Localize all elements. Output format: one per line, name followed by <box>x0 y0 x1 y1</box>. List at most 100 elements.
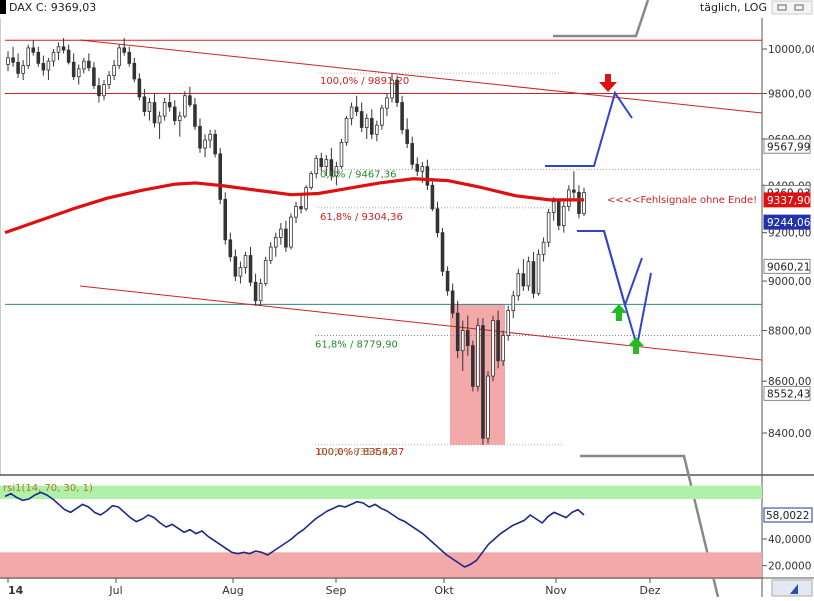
date-tick-label: Dez <box>639 584 660 597</box>
candle-body-down <box>193 104 197 127</box>
candle <box>137 73 142 101</box>
rsi-line <box>4 491 585 568</box>
candle <box>385 93 389 117</box>
candle-body-down <box>137 78 142 98</box>
candle-body-up <box>147 102 152 112</box>
candle-body-up <box>21 65 25 74</box>
candle-body-down <box>556 201 561 226</box>
candle-body-up <box>309 173 313 189</box>
candle-body-down <box>455 312 460 352</box>
candle-body-up <box>526 261 531 287</box>
price-tick-label: 9800,00 <box>768 88 811 100</box>
axes: 10000,009800,009600,009400,009200,009000… <box>7 44 814 597</box>
scroll-button[interactable] <box>771 579 813 597</box>
candle <box>425 159 430 190</box>
buy-arrow-icon-2 <box>628 337 644 354</box>
candle-body-up <box>238 267 243 277</box>
candle-body-down <box>531 261 536 294</box>
candle <box>188 86 192 108</box>
candle <box>304 185 308 212</box>
price-tick-label: 9200,00 <box>768 228 811 240</box>
candle <box>112 60 116 81</box>
candle-body-down <box>471 345 475 387</box>
candle <box>127 46 132 67</box>
candle-body-down <box>172 106 177 122</box>
candle <box>6 51 10 72</box>
candle <box>471 340 475 392</box>
candle <box>531 251 536 299</box>
fib-label-100-lower: 100,0% / 8354,87 <box>315 447 404 458</box>
price-tick-label: 9000,00 <box>768 276 811 288</box>
price-tag: 9337,90 <box>763 192 811 208</box>
candle <box>117 44 121 69</box>
candle <box>476 318 480 392</box>
candle <box>435 201 440 238</box>
candle-body-down <box>425 166 430 186</box>
candle <box>294 201 298 224</box>
candle-body-down <box>481 325 485 439</box>
candle-body-up <box>294 206 298 218</box>
candle-body-down <box>284 228 288 248</box>
candle <box>51 49 56 67</box>
candle <box>380 104 384 130</box>
candle <box>364 113 369 139</box>
candle <box>521 259 526 291</box>
candle-body-down <box>329 159 334 177</box>
restore-icon[interactable] <box>777 4 787 11</box>
price-tag: 8552,43 <box>763 385 811 401</box>
candle <box>46 57 51 81</box>
candle-body-up <box>162 102 167 117</box>
rsi-tick-label: 20,0000 <box>768 561 811 573</box>
candle <box>460 320 465 371</box>
candle <box>567 185 571 212</box>
channel-lower-line <box>79 285 763 361</box>
candle <box>390 73 394 103</box>
candle <box>198 118 202 153</box>
header-marker <box>0 0 6 14</box>
candle <box>122 38 126 56</box>
candle-body-up <box>289 216 293 248</box>
candle <box>375 120 379 142</box>
corner-arrow-icon <box>790 584 798 594</box>
candle <box>314 155 318 179</box>
candle <box>268 242 273 264</box>
candle-body-down <box>253 281 258 302</box>
candle <box>102 80 106 101</box>
candle <box>162 97 167 121</box>
candle <box>263 256 268 286</box>
candle-body-up <box>385 97 389 109</box>
annotation-text: <<<<Fehlsignale ohne Ende! <box>607 195 757 206</box>
instrument-label: DAX C: 9369,03 <box>9 1 96 14</box>
candle <box>243 251 248 274</box>
price-tag: 9244,06 <box>763 214 811 230</box>
candle-body-up <box>51 51 56 62</box>
candle-body-up <box>76 68 81 78</box>
candle <box>208 129 212 149</box>
candle <box>415 157 420 176</box>
candle-body-down <box>465 330 470 347</box>
candle <box>354 95 359 117</box>
price-tick-label: 10000,00 <box>768 44 814 56</box>
maximize-icon[interactable] <box>794 4 804 11</box>
candle-body-up <box>506 310 510 336</box>
candle-body-down <box>66 49 71 63</box>
channel-upper-line <box>79 39 763 114</box>
candle-body-up <box>375 124 379 135</box>
candle <box>87 53 91 72</box>
candle <box>16 53 20 78</box>
candle <box>36 46 41 67</box>
candle-body-up <box>364 117 369 128</box>
candle-body-down <box>450 290 455 314</box>
candle <box>157 111 162 139</box>
candle-body-up <box>314 158 318 174</box>
candle <box>572 171 576 200</box>
candle <box>501 330 505 366</box>
fib-label-100-upper: 100,0% / 9891,20 <box>320 76 409 87</box>
candle <box>172 100 177 126</box>
candle-body-down <box>218 153 223 200</box>
candle <box>556 199 561 231</box>
candle <box>329 148 334 181</box>
